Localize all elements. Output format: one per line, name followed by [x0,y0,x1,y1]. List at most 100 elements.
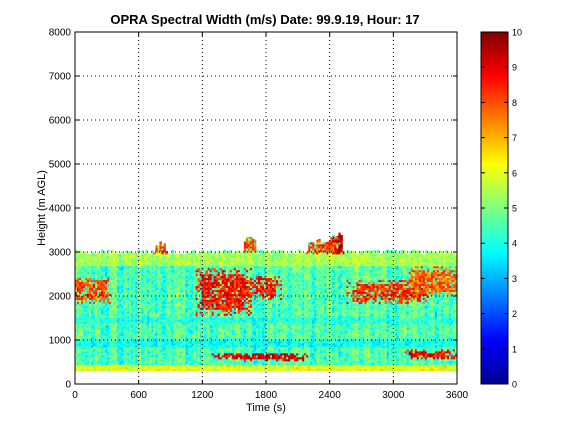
heatmap-cell [151,331,154,334]
heatmap-cell [197,281,201,285]
heatmap-cell [131,341,134,344]
heatmap-cell [235,356,239,360]
heatmap-cell [171,252,174,255]
heatmap-cell [229,303,233,306]
heatmap-cell [121,362,124,366]
heatmap-cell [79,259,82,263]
heatmap-cell [111,257,114,261]
heatmap-cell [83,351,86,354]
heatmap-cell [105,366,108,370]
heatmap-cell [191,333,195,336]
heatmap-cell [79,257,82,261]
heatmap-cell [77,333,80,336]
heatmap-cell [83,364,86,368]
heatmap-cell [233,283,237,287]
heatmap-cell [85,299,88,302]
heatmap-cell [147,325,150,328]
heatmap-cell [237,285,241,289]
heatmap-cell [239,362,243,366]
heatmap-cell [91,283,94,287]
heatmap-cell [229,329,233,332]
heatmap-cell [109,351,112,354]
heatmap-cell [163,333,166,336]
heatmap-cell [235,291,239,294]
heatmap-cell [133,352,136,356]
heatmap-cell [189,368,193,372]
heatmap-cell [177,309,180,312]
heatmap-cell [223,250,227,253]
heatmap-cell [203,275,207,279]
heatmap-cell [93,360,96,364]
heatmap-cell [159,267,162,271]
heatmap-cell [159,250,162,253]
heatmap-cell [215,297,219,300]
heatmap-cell [191,271,195,275]
heatmap-cell [165,325,168,328]
heatmap-cell [101,297,104,300]
heatmap-cell [105,269,108,273]
heatmap-cell [109,259,112,263]
heatmap-cell [171,354,174,358]
heatmap-cell [89,327,92,330]
heatmap-cell [161,364,164,368]
heatmap-cell [171,305,174,308]
heatmap-cell [205,327,209,330]
heatmap-cell [143,259,146,263]
heatmap-cell [145,281,148,285]
heatmap-cell [105,354,108,358]
heatmap-cell [125,277,128,281]
heatmap-cell [167,358,170,362]
heatmap-cell [157,345,160,348]
heatmap-cell [209,257,213,261]
heatmap-cell [113,309,116,312]
heatmap-cell [83,263,86,267]
heatmap-cell [185,313,188,316]
heatmap-cell [95,273,98,277]
heatmap-cell [167,285,170,289]
heatmap-cell [207,307,211,310]
heatmap-cell [207,345,211,348]
heatmap-cell [109,337,112,340]
heatmap-cell [167,261,170,265]
heatmap-cell [217,301,221,304]
heatmap-cell [127,349,130,352]
heatmap-cell [177,356,180,360]
heatmap-cell [113,295,116,298]
heatmap-cell [101,337,104,340]
heatmap-cell [161,259,164,263]
heatmap-cell [191,329,195,332]
heatmap-cell [173,362,176,366]
heatmap-cell [85,368,88,372]
heatmap-cell [141,317,144,320]
heatmap-cell [191,356,195,360]
heatmap-cell [177,261,180,265]
heatmap-cell [203,362,207,366]
heatmap-cell [227,252,231,255]
heatmap-cell [239,349,243,352]
heatmap-cell [151,327,154,330]
heatmap-cell [159,252,162,255]
heatmap-cell [235,317,239,320]
heatmap-cell [235,349,239,352]
heatmap-cell [195,263,199,267]
heatmap-cell [155,313,158,316]
heatmap-cell [83,339,86,342]
heatmap-cell [209,269,213,273]
heatmap-cell [151,269,154,273]
heatmap-cell [133,325,136,328]
heatmap-cell [151,347,154,350]
heatmap-cell [205,337,209,340]
heatmap-cell [219,313,223,316]
heatmap-cell [119,277,122,281]
heatmap-cell [135,352,138,356]
heatmap-cell [127,356,130,360]
heatmap-cell [189,275,193,279]
heatmap-cell [155,319,158,322]
heatmap-cell [85,331,88,334]
heatmap-cell [187,307,190,310]
heatmap-cell [99,364,102,368]
heatmap-cell [159,255,162,259]
heatmap-cell [89,267,92,271]
heatmap-cell [163,257,166,261]
heatmap-cell [201,287,205,291]
